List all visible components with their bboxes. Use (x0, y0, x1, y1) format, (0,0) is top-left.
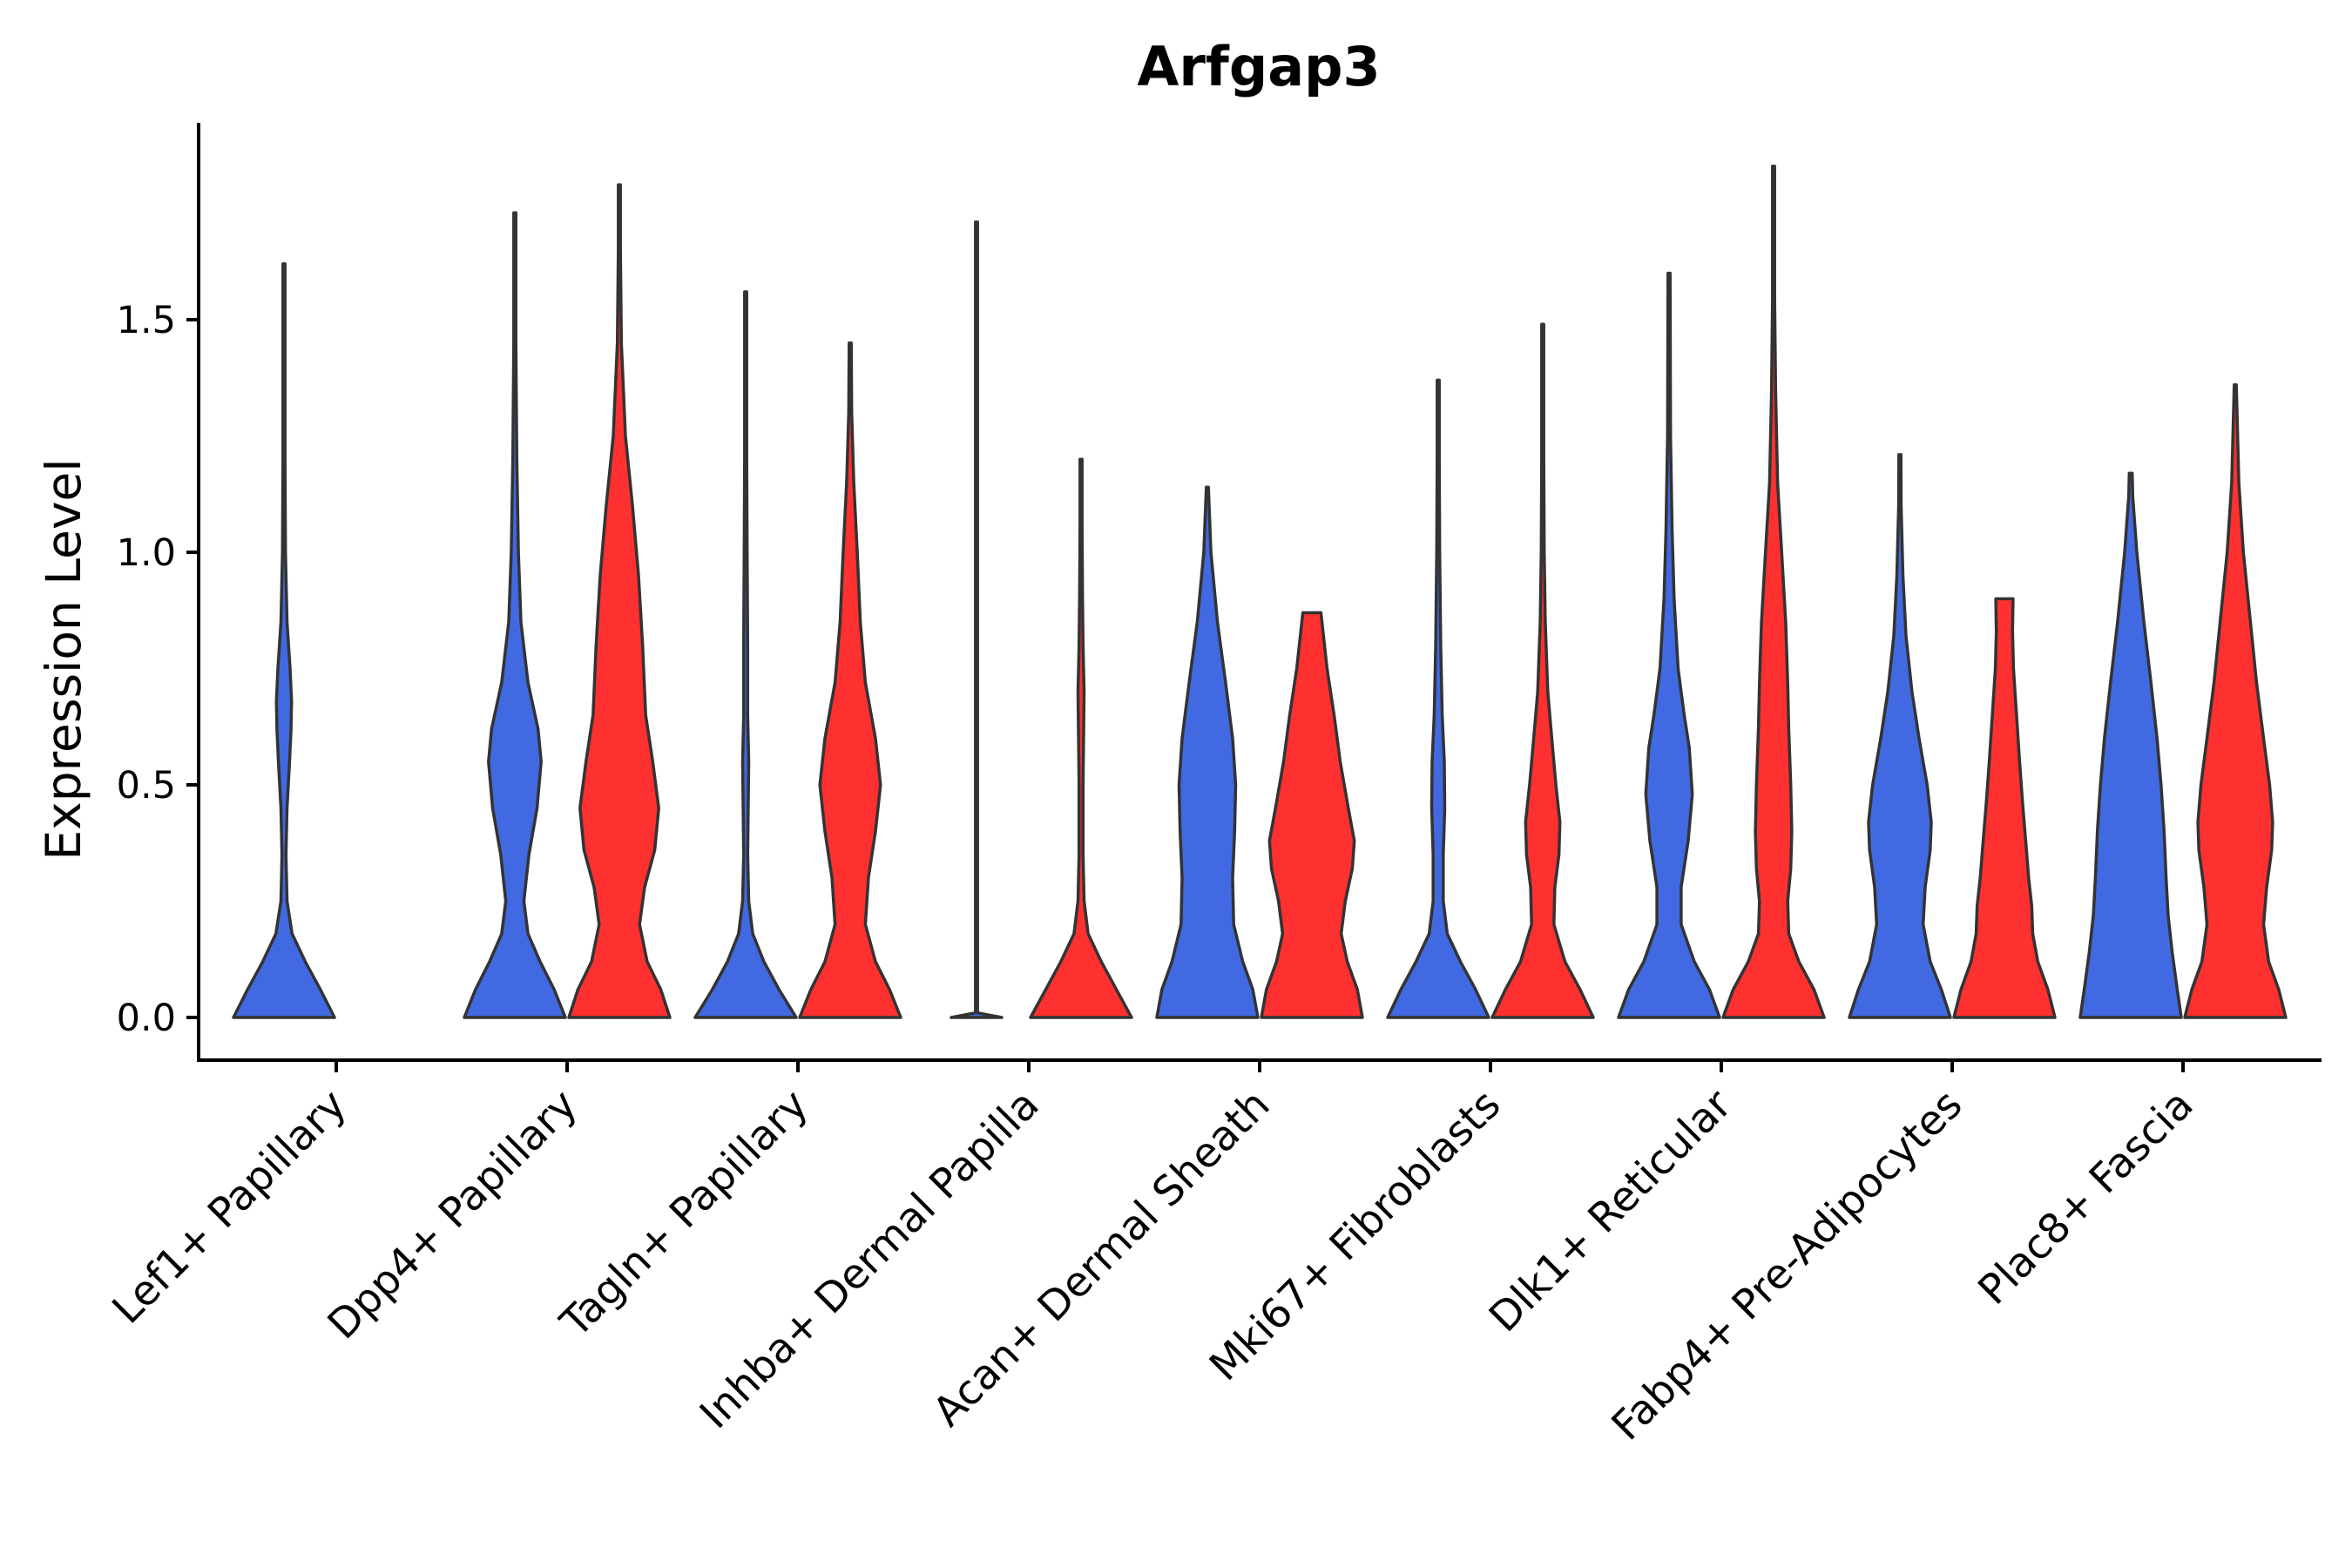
y-tick-label: 1.5 (117, 299, 176, 342)
violin-right (1260, 611, 1364, 1019)
y-tick-label: 1.0 (117, 531, 176, 575)
violin-right (1952, 597, 2057, 1019)
violin-right (2183, 383, 2288, 1019)
y-tick-label: 0.0 (117, 997, 176, 1040)
violin-left (1386, 378, 1490, 1019)
violin-left (1155, 485, 1260, 1019)
x-category-label: Plac8+ Fascia (1970, 1081, 2203, 1315)
violin-left (232, 262, 336, 1019)
violin-right (798, 341, 902, 1019)
violin-right (1721, 165, 1826, 1019)
violin-left (1617, 271, 1721, 1019)
violins-layer (232, 165, 2288, 1019)
violin-left (693, 290, 798, 1019)
violin-left (2078, 471, 2183, 1019)
x-category-label: Lef1+ Papillary (104, 1081, 356, 1334)
violin-right (567, 183, 672, 1019)
y-ticks: 0.0 0.5 1.0 1.5 (117, 299, 199, 1040)
y-axis-label: Expression Level (36, 458, 91, 860)
chart-title: Arfgap3 (1137, 35, 1380, 98)
x-category-label: Tagln+ Papillary (551, 1081, 818, 1348)
x-category-label: Dpp4+ Papillary (319, 1081, 587, 1349)
violin-left (950, 220, 1004, 1019)
x-category-label: Dlk1+ Reticular (1480, 1080, 1741, 1342)
y-tick-label: 0.5 (117, 764, 176, 808)
violin-left (463, 211, 567, 1019)
violin-right (1490, 322, 1595, 1019)
violin-right (1029, 457, 1133, 1019)
violin-left (1848, 453, 1952, 1019)
